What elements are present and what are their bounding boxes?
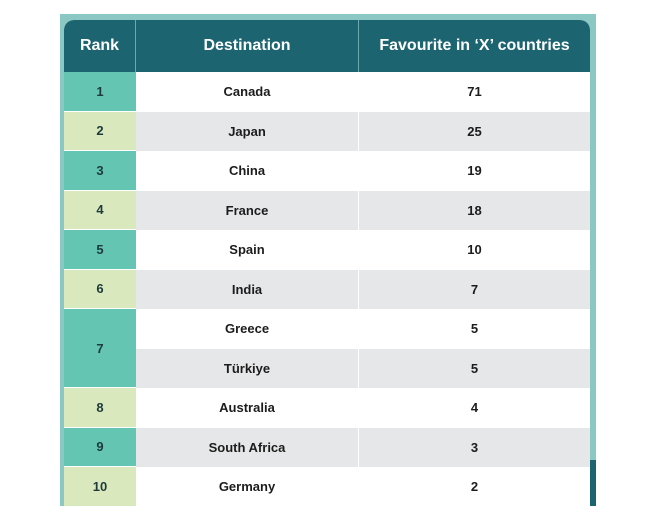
table-row: 9 South Africa 3 [64, 427, 590, 467]
destination-cell: Australia [136, 388, 359, 428]
rank-cell: 3 [64, 151, 136, 191]
table-header: Rank Destination Favourite in ‘X’ countr… [64, 20, 590, 72]
merged-rank-group: 7 Greece 5 Türkiye 5 [64, 309, 590, 388]
table-row: 3 China 19 [64, 151, 590, 191]
value-cell: 25 [359, 111, 590, 151]
table-row: Greece 5 [64, 309, 590, 349]
value-cell: 71 [359, 72, 590, 112]
column-header-favourite: Favourite in ‘X’ countries [379, 37, 570, 54]
destination-cell: Canada [136, 72, 359, 112]
value-cell: 5 [359, 309, 590, 349]
value-cell: 10 [359, 230, 590, 270]
rank-cell: 10 [64, 467, 136, 506]
value-cell: 2 [359, 467, 590, 506]
table-row: 6 India 7 [64, 269, 590, 309]
destination-cell: Japan [136, 111, 359, 151]
destination-cell: South Africa [136, 427, 359, 467]
table-row: 1 Canada 71 [64, 72, 590, 112]
destination-cell: France [136, 190, 359, 230]
value-cell: 7 [359, 269, 590, 309]
value-cell: 3 [359, 427, 590, 467]
table-row: 4 France 18 [64, 190, 590, 230]
ranking-table: Rank Destination Favourite in ‘X’ countr… [64, 20, 590, 506]
rank-cell: 2 [64, 111, 136, 151]
table-body: 1 Canada 71 2 Japan 25 3 China 19 4 Fran… [64, 72, 590, 506]
destination-cell: Greece [136, 309, 359, 349]
table-row: 10 Germany 2 [64, 467, 590, 506]
rank-spacer [64, 349, 136, 389]
background-accent [589, 460, 596, 506]
value-cell: 4 [359, 388, 590, 428]
table-row: Türkiye 5 [64, 348, 590, 389]
destination-cell: Spain [136, 230, 359, 270]
destination-cell: Türkiye [136, 348, 359, 388]
value-cell: 5 [359, 348, 590, 388]
rank-cell: 8 [64, 388, 136, 428]
value-cell: 19 [359, 151, 590, 191]
rank-cell: 5 [64, 230, 136, 270]
rank-cell: 4 [64, 190, 136, 230]
value-cell: 18 [359, 190, 590, 230]
rank-cell: 9 [64, 427, 136, 467]
destination-cell: China [136, 151, 359, 191]
rank-spacer [64, 309, 136, 349]
table-row: 2 Japan 25 [64, 111, 590, 151]
column-header-destination: Destination [136, 20, 359, 72]
destination-cell: Germany [136, 467, 359, 506]
rank-cell: 6 [64, 269, 136, 309]
table-row: 5 Spain 10 [64, 230, 590, 270]
destination-cell: India [136, 269, 359, 309]
rank-cell: 1 [64, 72, 136, 112]
column-header-rank: Rank [64, 20, 136, 72]
table-row: 8 Australia 4 [64, 388, 590, 428]
rank-cell: 7 [64, 309, 136, 388]
